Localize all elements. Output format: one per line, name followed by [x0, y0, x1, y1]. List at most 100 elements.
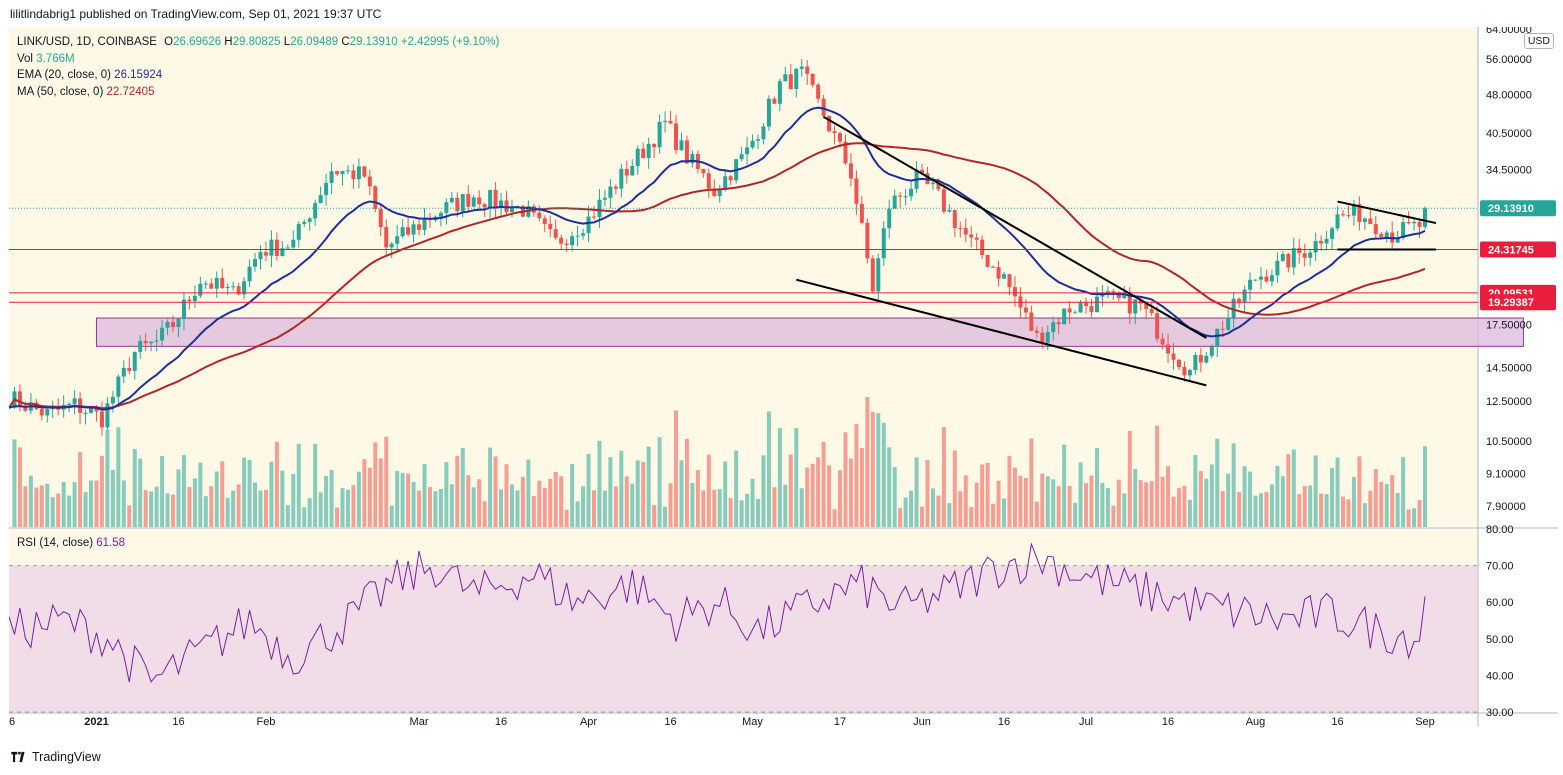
candle-body [537, 212, 542, 219]
volume-bar [619, 450, 624, 527]
candle-body [619, 168, 624, 189]
volume-bar [1280, 476, 1285, 527]
volume-bar [1346, 499, 1351, 527]
volume-bar [1007, 456, 1012, 527]
candle-body [110, 396, 115, 404]
chart-area[interactable]: LINK/USD, 1D, COINBASE O26.69626 H29.808… [9, 27, 1558, 742]
candle-body [1248, 279, 1253, 290]
volume-bar [438, 488, 443, 527]
currency-badge[interactable]: USD [1523, 33, 1554, 49]
volume-bar [1029, 438, 1034, 527]
price-tick-label: 34.50000 [1486, 165, 1532, 177]
volume-bar [1116, 479, 1121, 527]
candle-body [1346, 215, 1351, 217]
volume-bar [154, 486, 159, 527]
candle-body [821, 98, 826, 116]
volume-bar [854, 423, 859, 527]
time-tick-label: 16 [495, 716, 507, 728]
candle-body [1160, 338, 1165, 345]
candle-body [269, 239, 274, 256]
candle-body [1215, 328, 1220, 347]
volume-bar [668, 483, 673, 527]
candle-body [1335, 214, 1340, 229]
candle-body [1351, 204, 1356, 216]
volume-bar [848, 458, 853, 527]
volume-bar [67, 495, 72, 527]
volume-bar [810, 463, 815, 527]
candle-body [723, 176, 728, 190]
candle-body [1242, 289, 1247, 303]
symbol-label[interactable]: LINK/USD, 1D, COINBASE [17, 36, 157, 48]
volume-bar [1384, 484, 1389, 527]
candle-body [231, 286, 236, 288]
candle-body [838, 133, 843, 142]
volume-bar [493, 456, 498, 527]
volume-bar [1401, 457, 1406, 527]
chart-svg[interactable]: 64.00000 56.00000 48.00000 40.50000 34.50000… [9, 27, 1558, 742]
volume-bar [630, 483, 635, 527]
price-tick-label: 14.50000 [1486, 362, 1532, 374]
candle-body [318, 195, 323, 204]
volume-bar [996, 480, 1001, 527]
candle-body [422, 219, 427, 230]
rsi-tick-label: 30.00 [1486, 707, 1514, 719]
volume-bar [149, 491, 154, 527]
volume-bar [444, 462, 449, 527]
price-legend: LINK/USD, 1D, COINBASE O26.69626 H29.808… [17, 34, 499, 100]
volume-bar [242, 457, 247, 527]
ma-label[interactable]: MA (50, close, 0) [17, 85, 104, 98]
candle-body [548, 223, 553, 230]
volume-bar [958, 491, 963, 527]
candle-body [274, 239, 279, 256]
candle-body [991, 266, 996, 268]
time-tick-label: 16 [664, 716, 676, 728]
volume-bar [690, 482, 695, 527]
volume-bar [1144, 482, 1149, 527]
candle-body [766, 98, 771, 127]
candle-body [181, 299, 186, 319]
candle-body [1094, 296, 1099, 313]
volume-bar [941, 427, 946, 527]
time-tick-label: 16 [9, 716, 15, 728]
volume-bar [362, 459, 367, 527]
candle-body [832, 131, 837, 134]
volume-bar [739, 500, 744, 527]
candle-body [1319, 241, 1324, 244]
candle-body [466, 194, 471, 207]
volume-bar [772, 487, 777, 527]
candle-body [335, 171, 340, 175]
low-label: L [283, 36, 291, 48]
candle-body [1384, 232, 1389, 238]
candle-body [1111, 291, 1116, 293]
candle-body [1275, 260, 1280, 276]
volume-bar [581, 486, 586, 527]
volume-bar [1111, 505, 1116, 527]
volume-label[interactable]: Vol [17, 52, 33, 65]
volume-bar [838, 470, 843, 527]
candle-body [816, 84, 821, 99]
candle-body [1209, 346, 1214, 356]
candle-body [1412, 221, 1417, 224]
volume-bar [253, 482, 258, 527]
open-value: 26.69626 [173, 36, 222, 48]
volume-bar [1023, 477, 1028, 527]
candle-body [996, 267, 1001, 279]
candle-body [652, 143, 657, 148]
candle-body [329, 171, 334, 183]
volume-bar [389, 505, 394, 527]
ema-label[interactable]: EMA (20, close, 0) [17, 69, 111, 81]
volume-bar [870, 411, 875, 527]
volume-bar [531, 495, 536, 527]
volume-bar [1155, 425, 1160, 527]
candle-body [542, 218, 547, 224]
ma-value: 22.72405 [106, 85, 155, 98]
candle-body [160, 327, 165, 341]
volume-bar [236, 484, 241, 527]
volume-bar [1182, 485, 1187, 527]
candle-body [608, 186, 613, 198]
candle-body [509, 207, 514, 213]
rsi-label[interactable]: RSI (14, close) [17, 537, 94, 549]
volume-bar [455, 455, 460, 527]
time-tick-label: Sep [1415, 716, 1435, 728]
candle-body [39, 408, 44, 416]
